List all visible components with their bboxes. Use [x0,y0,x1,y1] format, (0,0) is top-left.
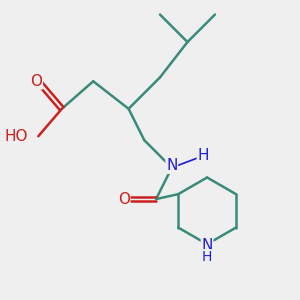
Text: O: O [118,192,130,207]
Text: HO: HO [5,129,28,144]
Text: N: N [201,238,213,253]
Text: H: H [202,250,212,264]
Text: O: O [30,74,42,89]
Text: N: N [166,158,178,173]
Text: H: H [197,148,209,164]
